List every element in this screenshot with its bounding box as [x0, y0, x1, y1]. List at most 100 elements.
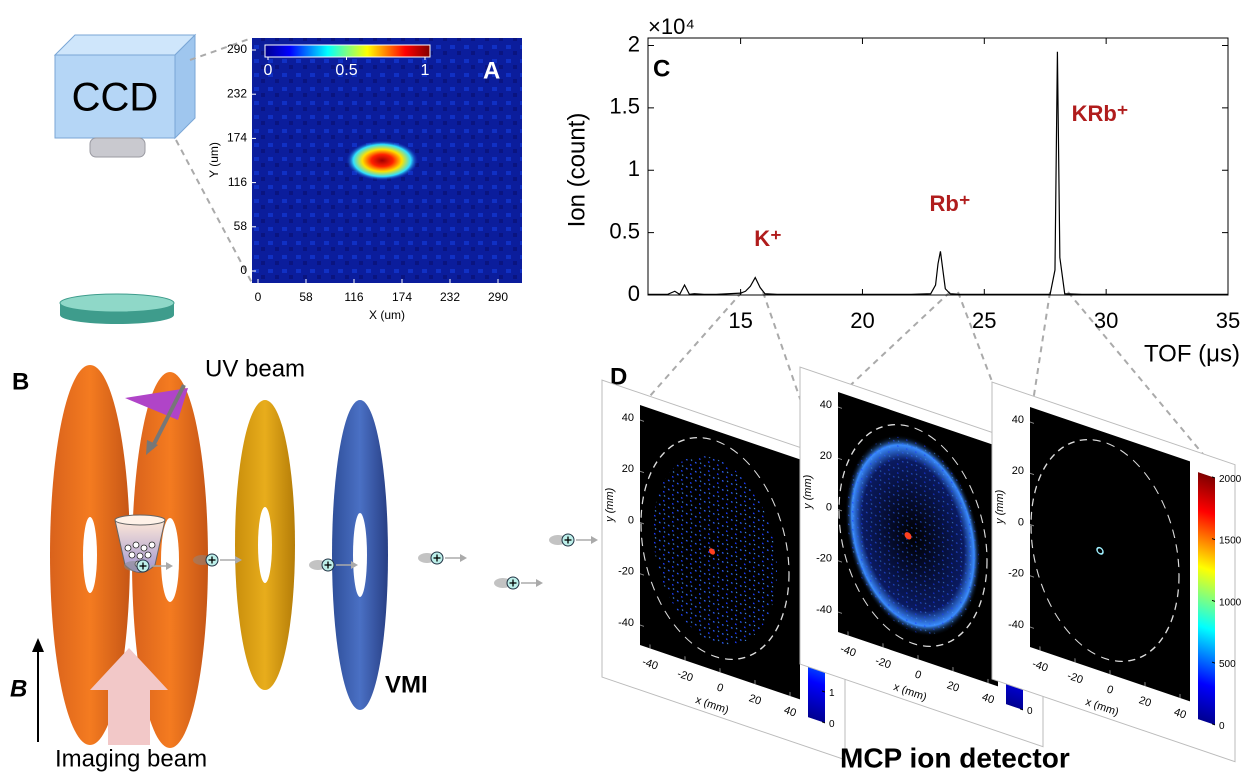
- atom: [140, 544, 148, 552]
- colorbar-tick: [1212, 599, 1215, 602]
- y-tick-label: 290: [227, 42, 247, 56]
- y-tick: [640, 470, 644, 474]
- x-tick-label: 20: [1137, 694, 1152, 709]
- colorbar-tick-label: 0.5: [335, 62, 357, 79]
- colorbar-tick-label: 1000: [1219, 597, 1242, 608]
- field-arrow-head: [32, 638, 44, 652]
- colorbar: [1198, 472, 1215, 725]
- uv-beam-label: UV beam: [205, 355, 305, 382]
- y-tick-label: 40: [622, 412, 634, 424]
- y-tick-label: 0: [628, 281, 640, 306]
- atom: [148, 541, 156, 549]
- y-tick-label: 2: [628, 31, 640, 56]
- panel-label: A: [483, 57, 500, 84]
- x-tick-label: 232: [440, 290, 460, 304]
- y-tick-label: 58: [234, 219, 248, 233]
- colorbar-tick: [822, 690, 825, 693]
- detector-caption: MCP ion detector: [840, 742, 1070, 773]
- y-tick-label: -20: [618, 566, 634, 578]
- x-tick-label: -40: [1031, 658, 1050, 675]
- ion-arrow-head: [166, 562, 173, 570]
- y-tick: [838, 406, 842, 409]
- y-axis-label: y (mm): [994, 489, 1006, 525]
- x-tick-label: 40: [1172, 706, 1187, 721]
- imaging-beam: [90, 648, 168, 745]
- ion-arrow-head: [460, 554, 467, 562]
- y-tick-label: 0: [240, 263, 247, 277]
- x-tick-label: 30: [1094, 308, 1118, 333]
- x-tick-label: -40: [641, 656, 660, 673]
- y-tick-label: -20: [1008, 568, 1024, 580]
- atom: [132, 541, 140, 549]
- y-tick: [640, 522, 644, 525]
- y-tick-label: 0.5: [609, 218, 640, 243]
- y-tick: [838, 457, 842, 461]
- y-tick-label: -20: [816, 553, 832, 565]
- y-tick: [1030, 575, 1034, 578]
- colorbar-tick-label: 500: [1219, 659, 1236, 670]
- x-tick-label: 20: [945, 679, 960, 694]
- detector: [601, 379, 846, 761]
- ccd-camera: [53, 33, 197, 158]
- y-axis-label: y (mm): [604, 487, 616, 523]
- detector-boundary: [640, 436, 790, 661]
- x-tick-label: 290: [488, 290, 508, 304]
- peak-label: K⁺: [754, 226, 782, 251]
- ion-hot-spot: [1096, 546, 1104, 555]
- detector-boundary: [838, 423, 988, 648]
- intensity-spot: [346, 140, 419, 181]
- x-tick-label: -20: [1066, 670, 1085, 687]
- electrode-hole: [161, 518, 179, 602]
- y-tick-label: 40: [820, 399, 832, 411]
- sample-disk: [59, 293, 175, 324]
- plot-frame: [647, 37, 1229, 296]
- y-tick: [640, 573, 644, 576]
- atom: [124, 544, 132, 552]
- x-tick-label: 20: [747, 692, 762, 707]
- ion-arrow-head: [235, 556, 242, 564]
- zoom-line: [175, 139, 253, 284]
- x-tick-label: -20: [676, 668, 695, 685]
- panel-label: B: [12, 368, 29, 395]
- ion-hot-spot: [709, 548, 715, 555]
- ion-arrow-head: [591, 536, 598, 544]
- y-tick: [838, 560, 842, 563]
- colorbar-tick-label: 0: [264, 62, 273, 79]
- zoom-line: [1031, 291, 1051, 409]
- x-tick-label: 0: [913, 668, 923, 681]
- colorbar-tick: [1212, 723, 1215, 726]
- zoom-line: [762, 291, 823, 463]
- detector-boundary: [1030, 438, 1180, 663]
- y-tick-label: 40: [1012, 414, 1024, 426]
- y-tick-label: -40: [816, 604, 832, 616]
- colorbar-tick: [1212, 476, 1215, 479]
- y-tick-label: 20: [820, 450, 832, 462]
- x-tick-label: 15: [728, 308, 752, 333]
- zoom-line: [1067, 291, 1213, 466]
- electrode-hole: [353, 513, 367, 597]
- ion-arrow-head: [351, 561, 358, 569]
- electrode-hole: [258, 507, 272, 583]
- colorbar-tick: [1212, 661, 1215, 664]
- colorbar-tick-label: 0: [829, 719, 835, 730]
- x-axis-label: X (um): [369, 308, 405, 322]
- y-tick-label: 116: [228, 175, 247, 189]
- colorbar-tick-label: 1500: [1219, 536, 1242, 547]
- peak-label: KRb⁺: [1072, 101, 1129, 126]
- y-axis-label: y (mm): [802, 474, 814, 510]
- x-tick-label: 25: [972, 308, 996, 333]
- panel-label: D: [610, 363, 627, 390]
- colorbar-tick: [1020, 708, 1023, 711]
- x-tick-label: 0: [1105, 683, 1115, 696]
- y-tick-label: 232: [227, 86, 247, 100]
- imaging-beam-label: Imaging beam: [55, 745, 207, 772]
- y-axis-label: Ion (count): [563, 113, 590, 228]
- data-line: [648, 51, 1228, 296]
- y-tick-label: 20: [1012, 465, 1024, 477]
- y-tick: [838, 509, 842, 512]
- zoom-line: [839, 291, 951, 396]
- x-tick-label: -20: [874, 655, 893, 672]
- colorbar-tick-label: 1: [829, 688, 835, 699]
